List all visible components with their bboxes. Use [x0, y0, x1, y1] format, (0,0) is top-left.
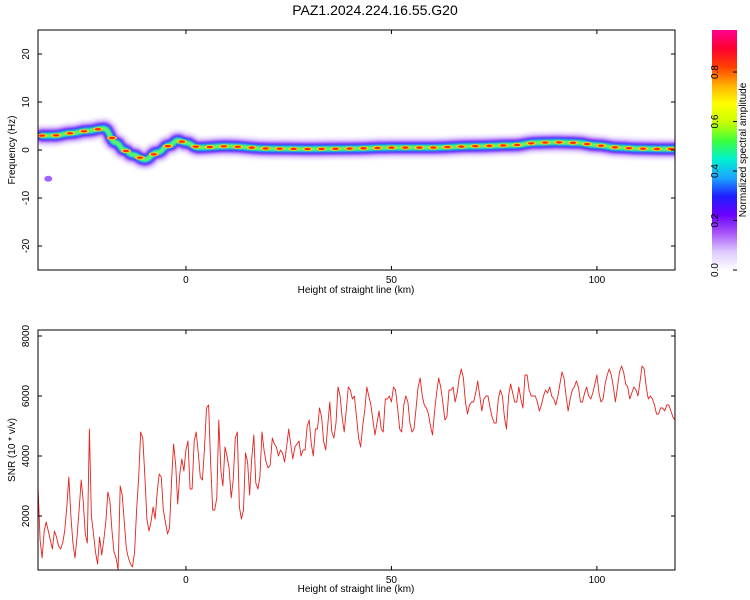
ridge-hotspot-core [388, 146, 395, 149]
ridge-hotspot-core [611, 146, 619, 149]
ridge-hotspot-core [304, 147, 311, 151]
ridge-hotspot-core [94, 128, 102, 131]
ridge-hotspot-core [639, 147, 647, 150]
ridge-hotspot-core [513, 143, 521, 147]
y-tick-label: -20 [21, 238, 32, 253]
ridge-hotspot-core [248, 146, 255, 149]
ridge-hotspot-core [527, 142, 535, 145]
ridge-hotspot-core [653, 147, 661, 151]
snr-y-ticks: 2000 4000 6000 8000 [21, 324, 675, 527]
heatmap-ridge-layer [38, 117, 675, 182]
ridge-hotspot-core [346, 147, 353, 150]
heatmap-y-axis-label: Frequency (Hz) [7, 116, 18, 185]
ridge-hotspot-core [569, 141, 577, 144]
ridge-hotspot-core [192, 145, 200, 148]
heatmap-y-ticks: 20 10 0 -10 -20 [21, 48, 675, 253]
snr-frame [37, 329, 676, 571]
y-tick-label: 8000 [21, 324, 32, 347]
y-tick-label: -10 [21, 190, 32, 205]
ridge-hotspot-core [444, 145, 451, 149]
heatmap-x-ticks: 0 50 100 [183, 30, 606, 286]
ridge-hotspot-core [625, 146, 633, 150]
heatmap-x-axis-label: Height of straight line (km) [298, 285, 415, 296]
ridge-hotspot-core [150, 153, 158, 156]
ridge-hotspot-core [500, 144, 507, 147]
colorbar-tick-label: 0.6 [710, 114, 721, 128]
ridge-hotspot-core [318, 147, 325, 151]
ridge-hotspot-core [486, 144, 493, 147]
ridge-hotspot-core [332, 147, 339, 150]
colorbar: 0.0 0.2 0.4 0.6 0.8 Normalized spectral ampl… [710, 30, 749, 277]
colorbar-ticks: 0.0 0.2 0.4 0.6 0.8 [710, 65, 737, 277]
ridge-hotspot-core [583, 142, 591, 146]
ridge-hotspot-core [555, 141, 563, 144]
ridge-hotspot-core [66, 132, 74, 135]
x-tick-label: 50 [386, 275, 398, 286]
ridge-hotspot-core [136, 156, 144, 159]
snr-series-line [38, 365, 675, 570]
colorbar-tick-label: 0.0 [710, 263, 721, 277]
ridge-hotspot-core [416, 146, 423, 149]
ridge-hotspot-core [220, 145, 227, 148]
snr-line-layer [38, 365, 675, 570]
ridge-hotspot-core [178, 140, 186, 143]
y-tick-label: 20 [21, 48, 32, 60]
ridge-hotspot-core [206, 145, 213, 149]
ridge-hotspot-core [374, 146, 381, 150]
ridge-hotspot-core [458, 145, 465, 148]
y-tick-label: 10 [21, 96, 32, 108]
ridge-hotspot-core [164, 144, 172, 148]
ridge-hotspot-core [52, 134, 60, 137]
x-tick-label: 50 [386, 575, 398, 586]
outlier-spot [44, 175, 53, 182]
ridge-hotspot-core [80, 130, 88, 133]
y-tick-label: 6000 [21, 384, 32, 407]
y-tick-label: 0 [21, 147, 32, 153]
ridge-hotspot-core [597, 144, 605, 147]
ridge-hotspot-core [360, 147, 367, 150]
y-tick-label: 2000 [21, 504, 32, 527]
ridge-hotspot-core [430, 146, 437, 149]
colorbar-tick-label: 0.8 [710, 65, 721, 79]
y-tick-label: 4000 [21, 444, 32, 467]
ridge-hotspot-core [122, 149, 130, 153]
ridge-hotspot-core [276, 147, 283, 150]
colorbar-tick-label: 0.2 [710, 213, 721, 227]
x-tick-label: 0 [183, 575, 189, 586]
ridge-hotspot-core [290, 147, 297, 151]
ridge-hotspot-core [108, 136, 116, 140]
x-tick-label: 0 [183, 275, 189, 286]
colorbar-fill [712, 30, 737, 270]
ridge-hotspot-core [262, 147, 269, 150]
chart-title: PAZ1.2024.224.16.55.G20 [292, 2, 458, 18]
ridge-hotspot-core [234, 145, 241, 148]
colorbar-label: Normalized spectral amplitude [738, 82, 749, 217]
ridge-hotspot-core [541, 141, 549, 144]
x-tick-label: 100 [589, 275, 606, 286]
x-tick-label: 100 [589, 575, 606, 586]
colorbar-tick-label: 0.4 [710, 164, 721, 178]
snr-panel: 0 50 100 2000 4000 6000 8000 Height of straig… [7, 324, 676, 595]
ridge-hotspot-core [38, 134, 46, 137]
ridge-hotspot-core [402, 146, 409, 149]
snr-x-ticks: 0 50 100 [183, 330, 606, 586]
ridge-hotspot-core [472, 144, 479, 148]
snr-y-axis-label: SNR (10 * v/v) [7, 418, 18, 482]
snr-x-axis-label: Height of straight line (km) [298, 584, 415, 595]
snr-background [38, 330, 675, 570]
